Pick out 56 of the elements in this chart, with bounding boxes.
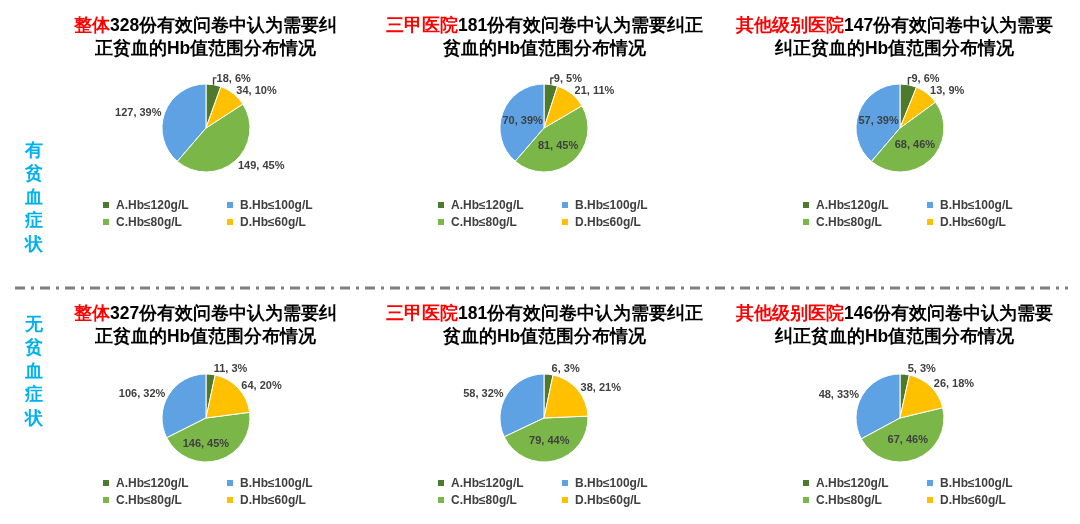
data-label: 48, 33% xyxy=(818,387,860,400)
legend-label: A.Hb≤120g/L xyxy=(816,198,889,212)
data-label: 127, 39% xyxy=(115,106,162,119)
chart-title: 三甲医院181份有效问卷中认为需要纠正贫血的Hb值范围分布情况 xyxy=(386,15,704,58)
data-label: 34, 10% xyxy=(236,83,277,96)
data-label: 9, 5% xyxy=(553,72,583,85)
legend-label: B.Hb≤100g/L xyxy=(240,198,313,212)
data-label: 81, 45% xyxy=(537,139,579,152)
legend-label: D.Hb≤60g/L xyxy=(240,493,306,507)
legend-label: C.Hb≤80g/L xyxy=(116,493,182,507)
legend-label: B.Hb≤100g/L xyxy=(940,198,1013,212)
legend-label: D.Hb≤60g/L xyxy=(240,215,306,229)
chart-title: 其他级别医院146份有效问卷中认为需要纠正贫血的Hb值范围分布情况 xyxy=(735,303,1054,346)
legend-label: A.Hb≤120g/L xyxy=(816,476,889,490)
data-label: 21, 11% xyxy=(574,84,615,97)
legend-label: C.Hb≤80g/L xyxy=(451,493,517,507)
legend-label: C.Hb≤80g/L xyxy=(816,215,882,229)
text: 无贫血症状 xyxy=(23,314,44,428)
legend-label: B.Hb≤100g/L xyxy=(575,198,648,212)
data-label: 79, 44% xyxy=(529,433,570,446)
legend-label: D.Hb≤60g/L xyxy=(940,493,1006,507)
legend-label: D.Hb≤60g/L xyxy=(940,215,1006,229)
chart-title: 其他级别医院147份有效问卷中认为需要纠正贫血的Hb值范围分布情况 xyxy=(735,15,1054,58)
legend-label: A.Hb≤120g/L xyxy=(451,476,524,490)
data-label: 70, 39% xyxy=(502,114,543,127)
text: 有贫血症状 xyxy=(23,140,44,254)
data-label: 11, 3% xyxy=(213,362,248,375)
data-label: 57, 39% xyxy=(858,114,899,127)
legend-label: A.Hb≤120g/L xyxy=(451,198,524,212)
data-label: 26, 18% xyxy=(933,377,975,390)
data-label: 149, 45% xyxy=(237,158,285,171)
chart-title: 整体327份有效问卷中认为需要纠正贫血的Hb值范围分布情况 xyxy=(73,303,338,346)
legend-label: D.Hb≤60g/L xyxy=(575,493,641,507)
data-label: 18, 6% xyxy=(216,71,252,84)
legend-label: B.Hb≤100g/L xyxy=(940,476,1013,490)
legend-label: C.Hb≤80g/L xyxy=(816,493,882,507)
data-label: 6, 3% xyxy=(551,362,580,375)
chart-title: 整体328份有效问卷中认为需要纠正贫血的Hb值范围分布情况 xyxy=(73,15,338,58)
legend-label: D.Hb≤60g/L xyxy=(575,215,641,229)
data-label: 67, 46% xyxy=(887,432,929,445)
data-label: 5, 3% xyxy=(907,362,937,375)
legend-label: A.Hb≤120g/L xyxy=(116,476,189,490)
data-label: 38, 21% xyxy=(580,381,622,394)
data-label: 13, 9% xyxy=(930,83,965,96)
data-label: 9, 6% xyxy=(911,71,940,84)
legend-label: A.Hb≤120g/L xyxy=(116,198,189,212)
chart-title: 三甲医院181份有效问卷中认为需要纠正贫血的Hb值范围分布情况 xyxy=(386,303,704,346)
legend-label: B.Hb≤100g/L xyxy=(240,476,313,490)
legend-label: B.Hb≤100g/L xyxy=(575,476,648,490)
data-label: 106, 32% xyxy=(118,387,166,400)
legend-label: C.Hb≤80g/L xyxy=(116,215,182,229)
data-label: 64, 20% xyxy=(241,379,282,392)
legend-label: C.Hb≤80g/L xyxy=(451,215,517,229)
data-label: 146, 45% xyxy=(182,436,230,449)
data-label: 68, 46% xyxy=(894,138,936,151)
data-label: 58, 32% xyxy=(463,386,504,399)
